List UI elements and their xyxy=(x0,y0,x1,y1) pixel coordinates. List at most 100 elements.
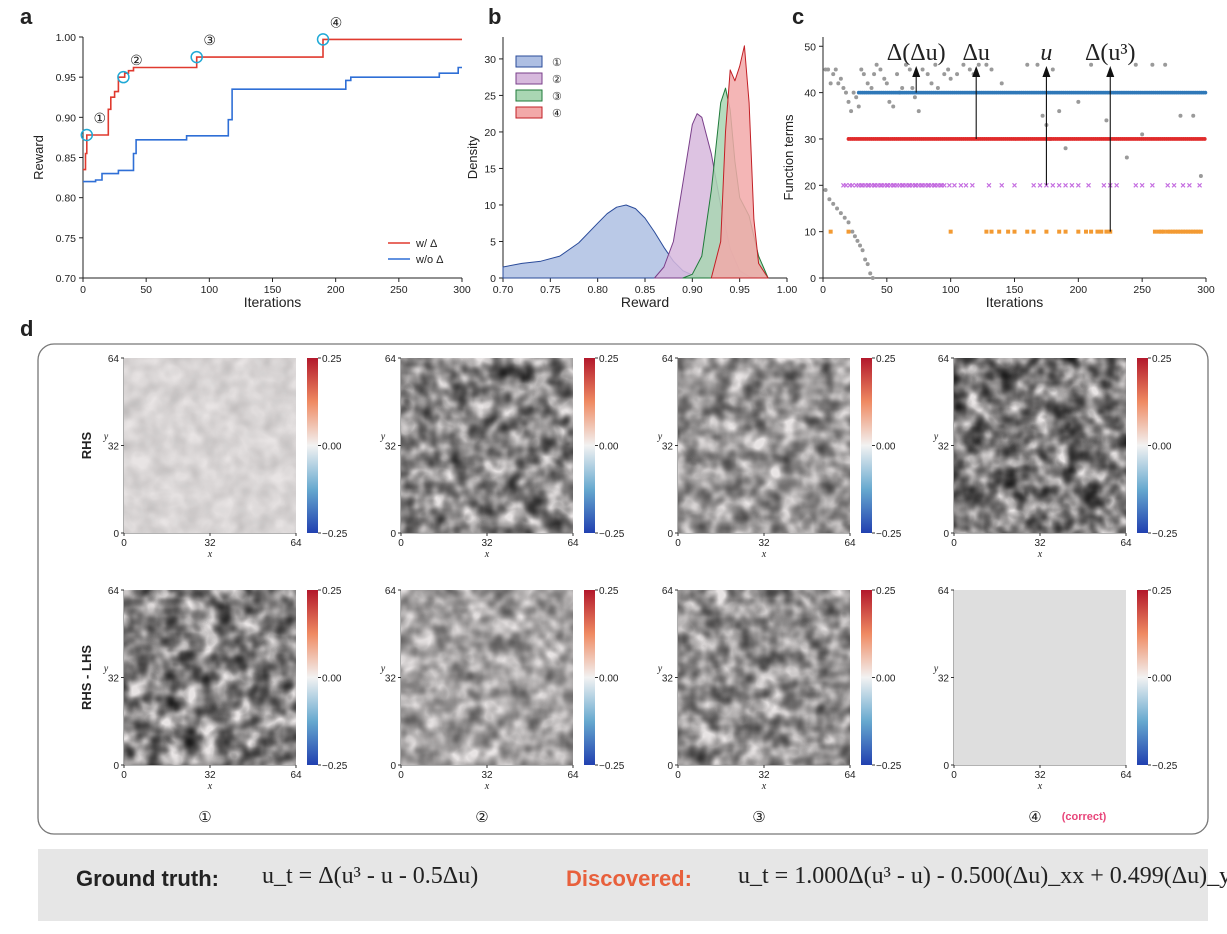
c-band-point-3 xyxy=(941,182,947,188)
d-heatmap-r1c3-field-cool xyxy=(678,358,850,533)
d-heatmap-r1c1-x-tick-label: 32 xyxy=(204,538,216,549)
c-band-point-3 xyxy=(1037,182,1043,188)
c-band-point-3 xyxy=(1180,182,1186,188)
a-legend-label: w/ Δ xyxy=(415,238,438,250)
d-frame xyxy=(37,343,1209,835)
d-heatmap-r2c4-y-tick-label: 32 xyxy=(938,674,950,685)
ground-truth-equation: u_t = Δ(u³ - u - 0.5Δu) xyxy=(262,863,479,889)
c-x-tick-label: 250 xyxy=(1133,284,1151,296)
c-gray-point xyxy=(882,76,887,81)
c-band-point-3 xyxy=(999,182,1005,188)
c-band-point-3 xyxy=(1133,182,1139,188)
b-x-tick-label: 0.95 xyxy=(729,284,750,296)
b-legend-label-1: ① xyxy=(552,57,562,69)
d-heatmap-r2c2-field-cool xyxy=(401,590,573,765)
d-heatmap-r1c4-y-label: y xyxy=(933,432,939,443)
c-y-label: Function terms xyxy=(781,114,796,200)
c-decay-point xyxy=(827,197,832,202)
c-gray-point xyxy=(929,81,934,86)
d-heatmap-r2c3-x-tick-label: 0 xyxy=(675,770,681,781)
a-marker-circle-4 xyxy=(316,33,330,46)
d-heatmap-r2c2-colorbar-tick-label: 0.00 xyxy=(599,674,619,685)
d-column-label-4: ④ xyxy=(1028,809,1041,826)
c-band-point-4 xyxy=(1057,229,1062,234)
d-heatmap-r1c2-colorbar xyxy=(584,358,595,533)
c-gray-point xyxy=(976,62,981,67)
b-y-tick-label: 20 xyxy=(484,127,496,139)
c-decay-point xyxy=(865,262,870,267)
c-gray-point xyxy=(874,62,879,67)
d-heatmap-r2c1-field-cool xyxy=(124,590,296,765)
c-gray-point xyxy=(895,72,900,77)
c-gray-point xyxy=(887,99,892,104)
c-gray-point xyxy=(841,85,846,90)
c-y-tick-label: 0 xyxy=(810,273,816,285)
c-band-point-4 xyxy=(1168,229,1173,234)
c-band-point-3 xyxy=(849,182,855,188)
c-band-point-4 xyxy=(1175,229,1180,234)
c-gray-point xyxy=(1057,109,1062,114)
c-gray-point xyxy=(925,72,930,77)
d-heatmap-r2c3-colorbar-tick-label: 0.00 xyxy=(876,674,896,685)
c-band-point-4 xyxy=(997,229,1002,234)
d-heatmap-r1c3-colorbar-tick-label: 0.00 xyxy=(876,442,896,453)
d-heatmap-r2c4-x-label: x xyxy=(1037,781,1043,792)
d-heatmap-r1c4-x-tick-label: 64 xyxy=(1120,538,1132,549)
c-band-point-3 xyxy=(906,182,911,188)
d-heatmap-r2c4-colorbar-tick-label: −0.25 xyxy=(1152,761,1178,772)
c-gray-point xyxy=(869,85,874,90)
b-y-tick-label: 5 xyxy=(490,236,496,248)
c-gray-point xyxy=(935,85,940,90)
d-column-note: (correct) xyxy=(1062,811,1107,823)
c-gray-point xyxy=(1140,132,1145,137)
d-column-label-1: ① xyxy=(198,809,211,826)
c-x-tick-label: 150 xyxy=(1006,284,1024,296)
b-x-tick-label: 0.70 xyxy=(493,284,514,296)
a-marker-circle-3 xyxy=(190,50,203,64)
d-heatmap-r1c3-y-tick-label: 32 xyxy=(662,442,674,453)
c-gray-point xyxy=(828,81,833,86)
d-heatmap-r1c1-x-label: x xyxy=(207,549,213,560)
c-y-tick-label: 50 xyxy=(804,41,816,53)
c-band-point-4 xyxy=(1012,229,1017,234)
d-heatmap-r2c1-x-label: x xyxy=(207,781,213,792)
c-band-point-3 xyxy=(1050,182,1056,188)
d-heatmap-r1c1-y-tick-label: 32 xyxy=(108,442,120,453)
c-gray-point xyxy=(1040,113,1045,118)
c-band-point-4 xyxy=(984,229,989,234)
c-gray-point xyxy=(1191,113,1196,118)
d-heatmap-r1c3-x-tick-label: 32 xyxy=(758,538,770,549)
c-gray-point xyxy=(1063,146,1068,151)
c-band-point-4 xyxy=(1191,229,1196,234)
d-heatmap-r1c2-x-tick-label: 64 xyxy=(567,538,579,549)
c-decay-point xyxy=(850,229,855,234)
d-heatmap-r1c4-x-tick-label: 32 xyxy=(1034,538,1046,549)
c-band-point-4 xyxy=(1198,229,1203,234)
d-heatmap-r2c4-y-label: y xyxy=(933,664,939,675)
c-annotation-arrowhead-2 xyxy=(972,66,981,77)
d-heatmap-r1c1-y-tick-label: 0 xyxy=(113,529,119,540)
d-heatmap-r2c1-y-tick-label: 0 xyxy=(113,761,119,772)
c-band-point-4 xyxy=(1031,229,1036,234)
c-decay-point xyxy=(860,248,865,253)
c-gray-point xyxy=(1050,67,1055,72)
d-heatmap-r1c1-x-tick-label: 0 xyxy=(121,538,127,549)
c-gray-point xyxy=(1035,62,1040,67)
c-gray-point xyxy=(912,95,917,100)
c-band-point-4 xyxy=(1044,229,1049,234)
c-band-point-4 xyxy=(1156,229,1161,234)
a-marker-label-3: ③ xyxy=(203,32,216,48)
c-gray-point xyxy=(826,67,831,72)
c-band-point-4 xyxy=(1159,229,1164,234)
c-gray-point xyxy=(1133,62,1138,67)
c-band-point-4 xyxy=(1095,229,1100,234)
c-gray-point xyxy=(955,72,960,77)
panel-letter-a: a xyxy=(20,4,33,29)
d-heatmap-r1c1-x-tick-label: 64 xyxy=(290,538,302,549)
c-gray-point xyxy=(1163,62,1168,67)
d-heatmap-r1c3-colorbar-tick-label: 0.25 xyxy=(876,354,896,365)
d-heatmap-r2c4-colorbar-tick-label: 0.00 xyxy=(1152,674,1172,685)
discovered-label: Discovered: xyxy=(566,866,692,891)
d-heatmap-r1c4-field-cool xyxy=(954,358,1126,533)
d-heatmap-r2c2-colorbar-tick-label: 0.25 xyxy=(599,586,619,597)
